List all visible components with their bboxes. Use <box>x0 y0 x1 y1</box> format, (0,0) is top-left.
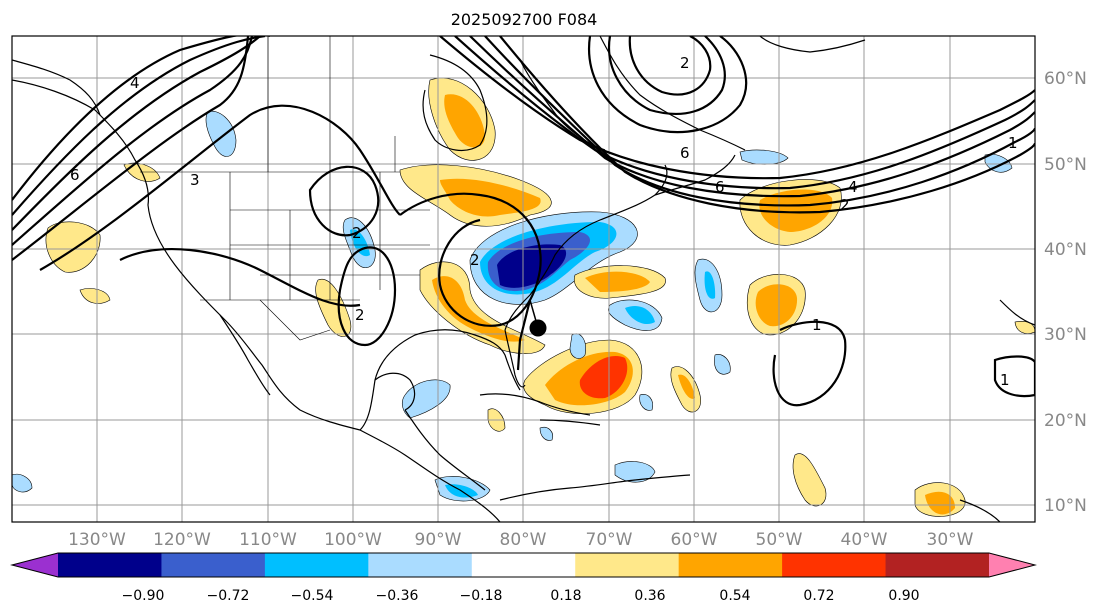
svg-text:−0.18: −0.18 <box>460 588 503 604</box>
colorbar-segment <box>782 553 887 577</box>
colorbar <box>10 552 1037 578</box>
svg-text:30°N: 30°N <box>1044 325 1087 345</box>
svg-text:0.54: 0.54 <box>719 588 750 604</box>
svg-text:−0.54: −0.54 <box>291 588 334 604</box>
svg-text:10°N: 10°N <box>1044 496 1087 516</box>
colorbar-segment <box>264 553 369 577</box>
svg-text:2: 2 <box>680 54 690 72</box>
storm-center-marker <box>529 319 547 337</box>
colorbar-labels: −0.90 −0.72 −0.54 −0.36 −0.18 0.18 0.36 … <box>122 588 920 604</box>
colorbar-outline <box>10 552 1037 578</box>
svg-text:0.36: 0.36 <box>634 588 665 604</box>
svg-text:2: 2 <box>352 224 362 242</box>
svg-text:−0.36: −0.36 <box>376 588 419 604</box>
svg-text:6: 6 <box>70 166 80 184</box>
political-borders <box>140 36 430 341</box>
svg-text:−0.90: −0.90 <box>122 588 165 604</box>
svg-text:1: 1 <box>812 316 822 334</box>
colorbar-segment <box>575 553 680 577</box>
svg-text:50°W: 50°W <box>756 530 803 550</box>
svg-text:30°W: 30°W <box>927 530 974 550</box>
colorbar-segment <box>678 553 783 577</box>
svg-text:80°W: 80°W <box>500 530 547 550</box>
svg-text:3: 3 <box>190 171 200 189</box>
colorbar-segment <box>368 553 473 577</box>
longitude-labels: 130°W 120°W 110°W 100°W 90°W 80°W 70°W 6… <box>68 530 974 550</box>
svg-text:4: 4 <box>130 74 140 92</box>
map-frame <box>11 35 1036 523</box>
colorbar-segment <box>161 553 266 577</box>
svg-text:2: 2 <box>470 251 480 269</box>
svg-text:1: 1 <box>1000 371 1010 389</box>
figure-title: 2025092700 F084 <box>451 10 598 29</box>
svg-text:4: 4 <box>848 178 858 196</box>
height-contours <box>12 36 1035 407</box>
svg-text:20°N: 20°N <box>1044 411 1087 431</box>
svg-text:110°W: 110°W <box>239 530 297 550</box>
svg-text:70°W: 70°W <box>586 530 633 550</box>
colorbar-segment <box>471 553 576 577</box>
svg-text:1: 1 <box>1008 134 1018 152</box>
colorbar-extend-high <box>989 553 1035 577</box>
svg-text:6: 6 <box>680 144 690 162</box>
svg-text:2: 2 <box>840 196 850 214</box>
svg-text:0.90: 0.90 <box>888 588 919 604</box>
svg-text:90°W: 90°W <box>415 530 462 550</box>
colorbar-segment <box>58 553 162 577</box>
svg-text:60°W: 60°W <box>671 530 718 550</box>
svg-text:−0.72: −0.72 <box>207 588 250 604</box>
svg-text:120°W: 120°W <box>153 530 211 550</box>
coastlines <box>12 36 1035 522</box>
latitude-labels: 10°N 20°N 30°N 40°N 50°N 60°N <box>1044 69 1087 516</box>
map-panel: 4 3 6 2 2 2 6 2 6 1 4 2 1 1 <box>12 36 1035 522</box>
svg-text:0.72: 0.72 <box>803 588 834 604</box>
svg-text:60°N: 60°N <box>1044 69 1087 89</box>
svg-text:40°N: 40°N <box>1044 240 1087 260</box>
svg-text:40°W: 40°W <box>841 530 888 550</box>
colorbar-segment <box>885 553 990 577</box>
storm-track <box>529 299 547 337</box>
svg-text:130°W: 130°W <box>68 530 126 550</box>
svg-text:0.18: 0.18 <box>550 588 581 604</box>
colorbar-extend-low <box>12 553 58 577</box>
svg-text:100°W: 100°W <box>324 530 382 550</box>
svg-text:50°N: 50°N <box>1044 155 1087 175</box>
svg-text:2: 2 <box>355 306 365 324</box>
contour-labels: 4 3 6 2 2 2 6 2 6 1 4 2 1 1 <box>70 54 1018 389</box>
svg-text:6: 6 <box>715 178 725 196</box>
